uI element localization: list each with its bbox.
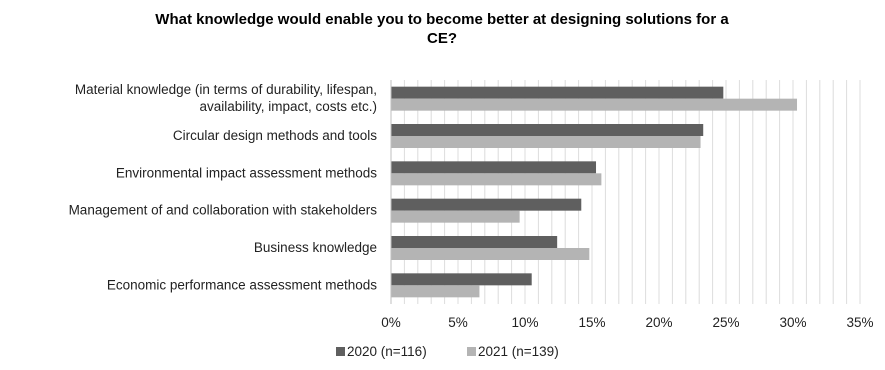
bar-2021-1 (391, 136, 701, 148)
category-label: Management of and collaboration with sta… (69, 203, 378, 218)
x-tick-label: 30% (779, 315, 806, 330)
legend-swatch (336, 347, 345, 356)
category-label: Environmental impact assessment methods (116, 165, 377, 180)
category-label: Material knowledge (in terms of durabili… (75, 82, 377, 97)
category-label: Business knowledge (254, 240, 377, 255)
bar-2020-5 (391, 273, 532, 286)
bar-2020-1 (391, 124, 704, 136)
legend-label: 2021 (n=139) (478, 344, 559, 359)
x-tick-label: 0% (381, 315, 401, 330)
bar-2021-2 (391, 173, 602, 186)
bar-2020-2 (391, 161, 597, 174)
category-labels: Material knowledge (in terms of durabili… (69, 82, 378, 292)
bar-2020-3 (391, 198, 582, 211)
chart-title: What knowledge would enable you to becom… (155, 11, 729, 47)
x-tick-label: 20% (645, 315, 672, 330)
category-label: Economic performance assessment methods (107, 277, 377, 292)
chart-title-line: What knowledge would enable you to becom… (155, 11, 729, 28)
bar-2020-0 (391, 86, 724, 99)
legend: 2020 (n=116) 2021 (n=139) (336, 344, 559, 359)
x-tick-labels: 0% 5% 10% 15% 20% 25% 30% 35% (381, 315, 873, 330)
bar-2020-4 (391, 236, 558, 248)
chart-title-line: CE? (427, 30, 457, 47)
x-tick-label: 5% (448, 315, 468, 330)
bar-2021-5 (391, 285, 480, 298)
legend-label: 2020 (n=116) (347, 344, 427, 359)
x-tick-label: 35% (846, 315, 873, 330)
bars (391, 86, 798, 298)
bar-2021-4 (391, 248, 590, 260)
bar-2021-3 (391, 210, 520, 223)
x-tick-label: 10% (511, 315, 538, 330)
bar-2021-0 (391, 98, 798, 111)
gridlines (403, 80, 861, 304)
category-label: Circular design methods and tools (173, 128, 377, 143)
category-label: availability, impact, costs etc.) (199, 99, 377, 114)
legend-swatch (467, 347, 476, 356)
x-tick-label: 15% (578, 315, 605, 330)
x-tick-label: 25% (712, 315, 739, 330)
